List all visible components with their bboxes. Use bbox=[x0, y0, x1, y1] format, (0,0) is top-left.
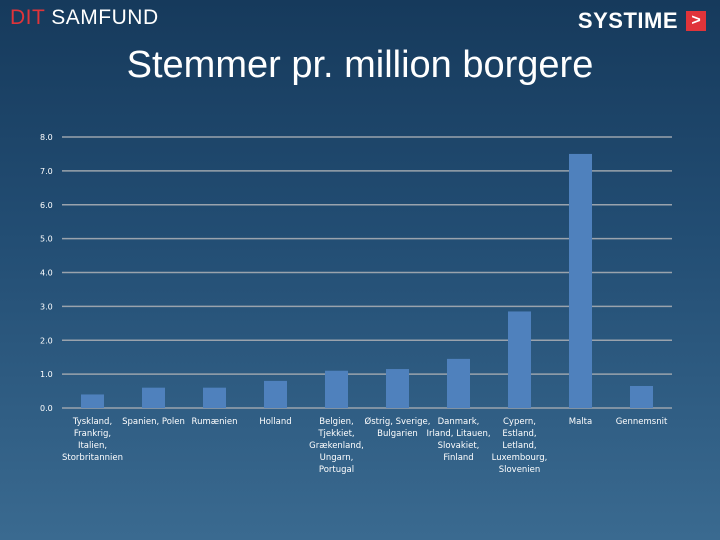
y-tick-label: 6.0 bbox=[40, 201, 53, 210]
x-category-label: Bulgarien bbox=[377, 429, 418, 439]
bar bbox=[325, 370, 348, 408]
arrow-right-icon: > bbox=[686, 11, 706, 31]
x-category-label: Frankrig, bbox=[74, 429, 111, 439]
bar bbox=[386, 369, 409, 408]
x-category-label: Finland bbox=[443, 453, 473, 463]
y-tick-label: 4.0 bbox=[40, 269, 53, 278]
bar bbox=[264, 380, 287, 408]
x-category-label: Østrig, Sverige, bbox=[365, 416, 431, 427]
x-category-label: Gennemsnit bbox=[616, 417, 668, 427]
bar bbox=[81, 394, 104, 408]
x-category-label: Ungarn, bbox=[320, 453, 354, 463]
dit-samfund-logo: DIT SAMFUND bbox=[10, 6, 159, 30]
x-category-label: Letland, bbox=[502, 441, 536, 451]
bar bbox=[142, 387, 165, 408]
x-category-label: Malta bbox=[569, 417, 592, 427]
chart-title: Stemmer pr. million borgere bbox=[126, 44, 594, 86]
bar bbox=[630, 385, 653, 408]
x-category-label: Grækenland, bbox=[309, 441, 364, 451]
logo-main-text: SAMFUND bbox=[44, 6, 159, 29]
x-category-label: Storbritannien bbox=[62, 453, 123, 463]
x-category-label: Belgien, bbox=[319, 417, 354, 427]
x-category-label: Portugal bbox=[319, 465, 354, 475]
x-category-label: Spanien, Polen bbox=[122, 417, 185, 427]
bar bbox=[447, 358, 470, 408]
x-category-label: Tyskland, bbox=[72, 417, 112, 427]
systime-wordmark: SYSTIME bbox=[577, 8, 678, 33]
bar bbox=[508, 311, 531, 408]
x-category-label: Rumænien bbox=[192, 417, 238, 427]
bar bbox=[569, 153, 592, 408]
x-category-label: Slovakiet, bbox=[438, 441, 480, 451]
y-tick-label: 0.0 bbox=[40, 404, 53, 413]
y-tick-label: 5.0 bbox=[40, 235, 53, 244]
x-category-label: Cypern, bbox=[503, 417, 536, 427]
x-category-label: Irland, Litauen, bbox=[426, 429, 490, 439]
x-category-label: Luxembourg, bbox=[492, 453, 548, 463]
y-tick-label: 7.0 bbox=[40, 167, 53, 176]
y-tick-label: 3.0 bbox=[40, 302, 53, 311]
y-tick-label: 1.0 bbox=[40, 370, 53, 379]
systime-logo: SYSTIME > bbox=[578, 8, 706, 34]
x-category-label: Italien, bbox=[78, 441, 107, 451]
y-tick-label: 8.0 bbox=[40, 133, 53, 142]
x-category-label: Danmark, bbox=[438, 417, 480, 427]
x-category-label: Holland bbox=[259, 417, 291, 427]
y-tick-label: 2.0 bbox=[40, 336, 53, 345]
x-category-label: Estland, bbox=[502, 429, 536, 439]
logo-accent-text: DIT bbox=[10, 6, 45, 29]
x-category-label: Slovenien bbox=[499, 465, 541, 475]
bar bbox=[203, 387, 226, 408]
x-category-label: Tjekkiet, bbox=[317, 429, 354, 439]
